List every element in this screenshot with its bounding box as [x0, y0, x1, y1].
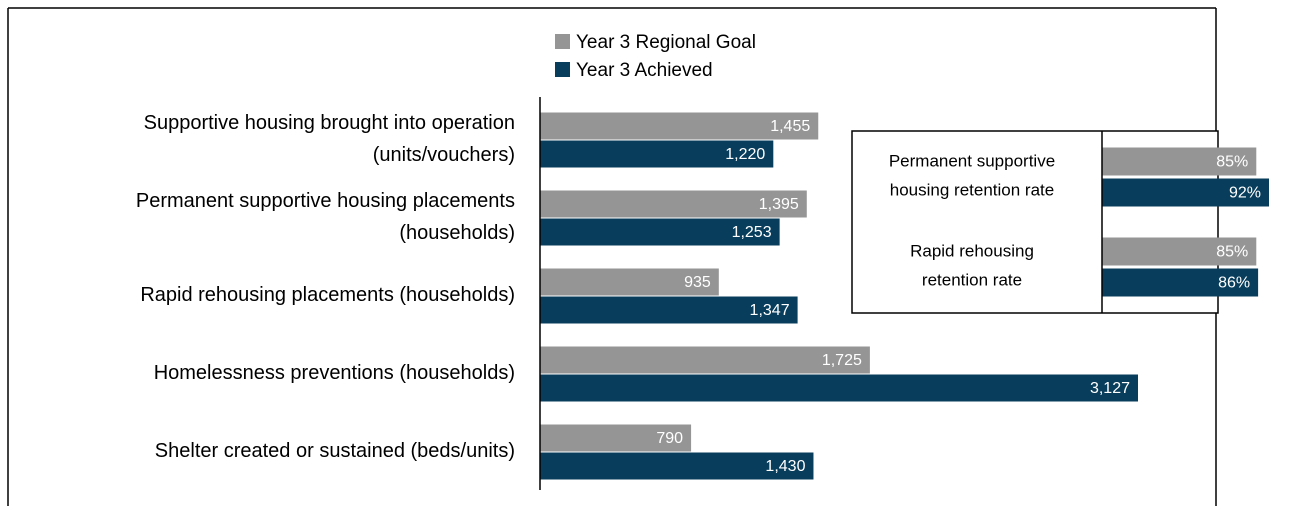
category-label: Shelter created or sustained (beds/units… — [155, 440, 515, 462]
value-label: 1,395 — [759, 196, 799, 213]
value-label: 1,347 — [750, 302, 790, 319]
value-label: 790 — [656, 430, 683, 447]
value-label: 1,430 — [765, 458, 805, 475]
bar — [1102, 237, 1257, 266]
category-label: Permanent supportive housing placements(… — [136, 190, 515, 244]
bar — [540, 452, 814, 480]
bar — [540, 190, 807, 218]
category-label: Rapid rehousing retention rate — [910, 242, 1034, 290]
bar — [540, 424, 692, 452]
bar — [1102, 268, 1259, 297]
bar — [540, 374, 1138, 402]
legend-swatch — [555, 62, 570, 77]
value-label: 1,253 — [732, 224, 772, 241]
bar — [1102, 178, 1269, 207]
value-label: 1,455 — [770, 118, 810, 135]
value-label: 935 — [684, 274, 711, 291]
category-label: Supportive housing brought into operatio… — [144, 112, 515, 166]
legend-swatch — [555, 34, 570, 49]
value-label: 85% — [1216, 244, 1248, 261]
category-label: Homelessness preventions (households) — [154, 362, 515, 384]
value-label: 1,220 — [725, 146, 765, 163]
bar — [540, 268, 719, 296]
bar — [540, 140, 774, 168]
value-label: 85% — [1216, 154, 1248, 171]
legend-label: Year 3 Regional Goal — [576, 32, 756, 53]
value-label: 92% — [1229, 185, 1261, 202]
bar — [540, 346, 870, 374]
bar — [1102, 147, 1257, 176]
bar — [540, 112, 819, 140]
legend-label: Year 3 Achieved — [576, 60, 713, 81]
value-label: 3,127 — [1090, 380, 1130, 397]
value-label: 86% — [1218, 275, 1250, 292]
value-label: 1,725 — [822, 352, 862, 369]
bar — [540, 296, 798, 324]
bar — [540, 218, 780, 246]
category-label: Permanent supportive housing retention ra… — [889, 152, 1055, 200]
category-label: Rapid rehousing placements (households) — [140, 284, 515, 306]
